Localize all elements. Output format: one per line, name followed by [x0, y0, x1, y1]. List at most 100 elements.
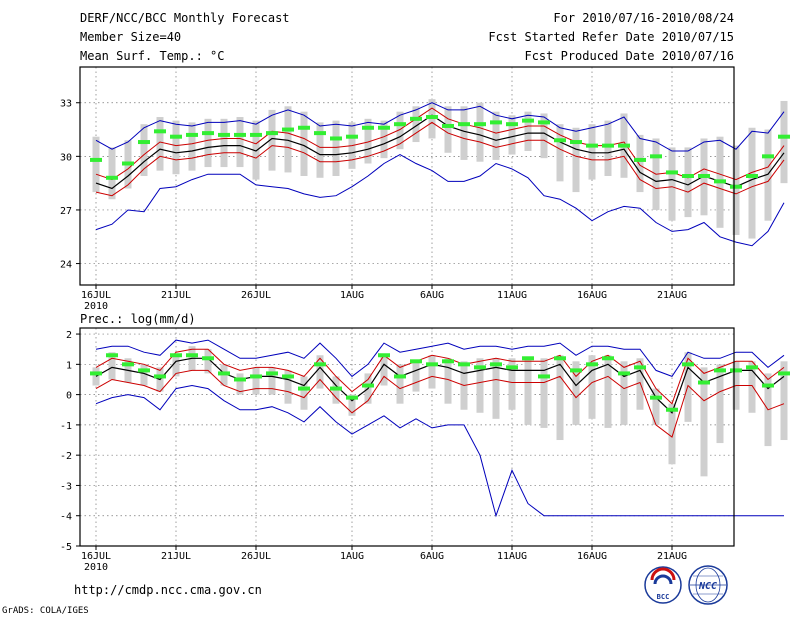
precipitation-spread-box [380, 355, 388, 386]
precipitation-member-mark [266, 371, 278, 376]
temperature-member-mark [634, 157, 646, 162]
temperature-member-mark [426, 115, 438, 120]
precipitation-spread-box [252, 367, 260, 395]
precipitation-member-mark [298, 386, 310, 391]
temperature-member-mark [410, 116, 422, 121]
precipitation-member-mark [634, 365, 646, 370]
precipitation-member-mark [170, 353, 182, 358]
precipitation-spread-box [204, 349, 212, 374]
temperature-member-mark [266, 131, 278, 136]
precipitation-mean-line [95, 357, 785, 414]
source-url: http://cmdp.ncc.cma.gov.cn [74, 583, 262, 597]
temperature-x-tick-label: 16JUL [81, 290, 111, 301]
precipitation-member-mark [746, 365, 758, 370]
chart-title: DERF/NCC/BCC Monthly Forecast [80, 11, 290, 25]
temperature-member-mark [666, 170, 678, 175]
precipitation-x-tick-label: 6AUG [420, 551, 444, 562]
precipitation-member-mark [730, 368, 742, 373]
temperature-member-mark [314, 131, 326, 136]
temperature-x-tick-label: 26JUL [241, 290, 271, 301]
precipitation-member-mark [474, 365, 486, 370]
precipitation-member-mark [330, 386, 342, 391]
precipitation-member-mark [778, 371, 790, 376]
temperature-member-mark [218, 132, 230, 137]
precipitation-spread-box [524, 358, 532, 425]
temperature-member-mark [298, 125, 310, 130]
precipitation-member-mark [506, 365, 518, 370]
precipitation-y-tick-label: -5 [60, 542, 72, 553]
temperature-spread-box [604, 120, 612, 176]
temperature-spread-box [252, 120, 260, 180]
precipitation-spread-box [604, 355, 612, 428]
temperature-spread-box [172, 120, 180, 175]
precipitation-spread-box [700, 367, 708, 477]
precipitation-member-mark [346, 395, 358, 400]
temperature-spread-box [332, 120, 340, 176]
precipitation-x-tick-label: 11AUG [497, 551, 527, 562]
temperature-member-mark [762, 154, 774, 159]
ncc-logo: NCC [688, 565, 728, 605]
temperature-member-mark [202, 131, 214, 136]
precipitation-spread-box [556, 355, 564, 441]
precipitation-spread-box [716, 364, 724, 444]
temperature-panel: 24 27 30 33 16JUL 21JUL 26JUL 1AUG 6AUG 11AUG 16A… [60, 66, 790, 312]
bcc-logo: BCC [644, 566, 682, 604]
precipitation-spread-box [476, 358, 484, 413]
precipitation-y-axis: -5 -4 -3 -2 -1 0 1 2 [60, 330, 80, 553]
temperature-member-mark [362, 125, 374, 130]
ncc-logo-text: NCC [698, 581, 717, 592]
precipitation-member-mark [682, 362, 694, 367]
precipitation-member-mark [314, 362, 326, 367]
precipitation-spread-box [588, 355, 596, 419]
precipitation-spread-box [284, 370, 292, 404]
precipitation-spread-box [668, 403, 676, 465]
temperature-spread-box [92, 136, 100, 193]
temperature-spread-box [364, 118, 372, 164]
temperature-spread-box [188, 122, 196, 171]
temperature-spread-box [588, 124, 596, 180]
precipitation-member-mark [650, 395, 662, 400]
precipitation-spread-box [92, 367, 100, 386]
temperature-member-mark [394, 122, 406, 127]
temperature-member-mark [458, 122, 470, 127]
precipitation-member-mark [282, 374, 294, 379]
temperature-member-mark [170, 134, 182, 139]
temperature-spread-box [508, 115, 516, 155]
precipitation-member-mark [442, 359, 454, 364]
precipitation-member-mark [410, 359, 422, 364]
temperature-spread-box [476, 102, 484, 162]
precipitation-upper-line [95, 348, 785, 405]
temperature-spread-box [268, 109, 276, 171]
temperature-y-axis: 24 27 30 33 [60, 99, 80, 271]
temperature-member-mark [90, 157, 102, 162]
precipitation-member-mark [714, 368, 726, 373]
temperature-spread-box [460, 106, 468, 160]
temperature-member-mark [522, 118, 534, 123]
temperature-spread-box [572, 127, 580, 193]
forecast-start-label: Fcst Started Refer Date 2010/07/15 [488, 30, 734, 44]
precipitation-spread-box [780, 361, 788, 441]
temperature-member-mark [746, 174, 758, 178]
precipitation-x-axis: 16JUL 21JUL 26JUL 1AUG 6AUG 11AUG 16AUG 21AUG 20… [81, 546, 687, 573]
temperature-y-tick-label: 33 [60, 99, 72, 110]
precipitation-panel: -5 -4 -3 -2 -1 0 1 2 16JUL 21JUL 26JUL 1AUG 6AUG 11A… [60, 327, 790, 573]
temperature-spread-box [492, 111, 500, 160]
temperature-x-tick-label: 1AUG [340, 290, 364, 301]
temperature-spread-box [140, 124, 148, 176]
temperature-spread-box [220, 118, 228, 168]
precipitation-min-line [95, 384, 784, 518]
temperature-member-mark [234, 132, 246, 137]
precipitation-member-mark [554, 356, 566, 361]
temperature-spread-box [204, 118, 212, 168]
precipitation-x-tick-label: 16JUL [81, 551, 111, 562]
precipitation-member-mark [426, 362, 438, 367]
precipitation-spread-box [268, 367, 276, 395]
temperature-member-mark [506, 122, 518, 127]
precipitation-max-line [95, 339, 785, 378]
temperature-member-mark [586, 143, 598, 148]
temperature-y-tick-label: 27 [60, 206, 72, 217]
precipitation-panel-title: Prec.: log(mm/d) [80, 312, 196, 326]
precipitation-member-mark [522, 356, 534, 361]
temperature-spread-box [412, 106, 420, 143]
